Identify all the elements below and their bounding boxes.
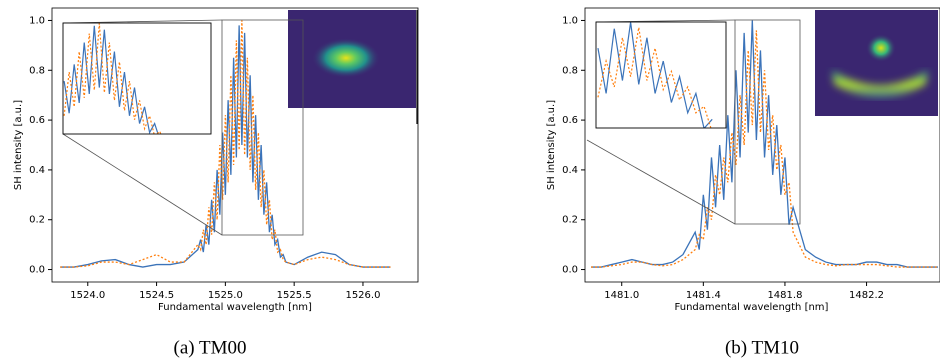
x-axis-label: Fundamental wavelength [nm] [675,302,829,313]
x-tick-label: 1481.4 [686,290,721,301]
page: {"chart_data": [ {"type": "line", "capti… [0,0,940,362]
y-tick-label: 0.4 [562,165,578,176]
y-tick-label: 0.8 [29,65,45,76]
y-tick-label: 0.4 [29,165,45,176]
x-tick-label: 1525.5 [277,290,312,301]
y-tick-label: 0.2 [562,215,578,226]
y-tick-label: 0.6 [562,115,578,126]
x-tick-label: 1526.0 [345,290,380,301]
y-tick-label: 0.6 [29,115,45,126]
x-tick-label: 1481.0 [604,290,639,301]
y-axis-label: SH intensity [a.u.] [546,100,557,190]
mode-image [288,10,417,124]
zoom-link [63,134,222,235]
x-tick-label: 1525.0 [208,290,243,301]
x-tick-label: 1524.5 [139,290,174,301]
y-tick-label: 0.0 [562,265,578,276]
figure: 0.0 0.2 0.4 0.6 0.8 1.0 1524.0 1524.5 1525.0 1525… [0,0,940,362]
caption: (b) TM10 [725,337,799,358]
x-tick-label: 1481.8 [767,290,802,301]
y-tick-label: 0.8 [562,65,578,76]
y-tick-label: 0.2 [29,215,45,226]
x-axis-label: Fundamental wavelength [nm] [158,302,312,313]
caption: (a) TM00 [174,337,247,358]
y-tick-label: 0.0 [29,265,45,276]
zoom-link [587,140,735,224]
y-tick-label: 1.0 [29,15,45,26]
y-axis-label: SH intensity [a.u.] [13,100,24,190]
y-tick-label: 1.0 [562,15,578,26]
x-tick-label: 1482.2 [849,290,884,301]
mode-image [790,8,940,116]
x-tick-label: 1524.0 [70,290,105,301]
